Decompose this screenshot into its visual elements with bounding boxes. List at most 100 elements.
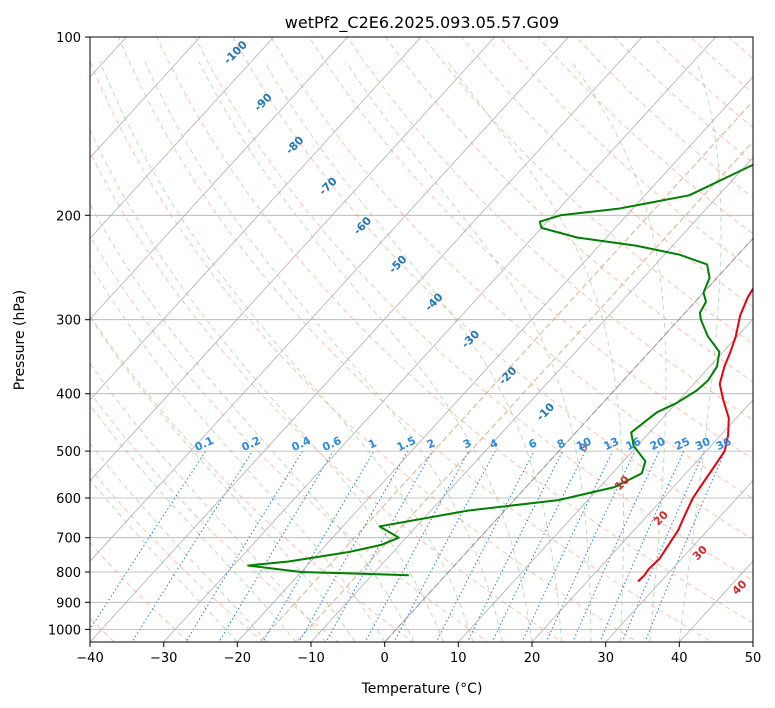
y-tick-label: 900 xyxy=(56,596,81,611)
x-tick-label: −20 xyxy=(224,651,251,666)
moist-adiabat-line xyxy=(571,61,667,642)
moist-adiabat-line xyxy=(263,61,562,642)
mixing-ratio-line xyxy=(262,450,375,642)
mixing-ratio-line xyxy=(644,450,726,642)
mixing-ratio-label: 10 xyxy=(574,435,594,453)
x-tick-label: 10 xyxy=(450,651,467,666)
skewed-isotherms xyxy=(90,37,753,642)
mixing-ratio-label: 20 xyxy=(648,435,668,453)
x-tick-label: −30 xyxy=(150,651,177,666)
mixing-ratio-line xyxy=(491,450,586,642)
dgz-isotherms xyxy=(258,100,753,642)
isotherm-line xyxy=(531,399,753,642)
dry-adiabat-line xyxy=(118,37,713,642)
dry-adiabat-line xyxy=(270,37,753,500)
isotherm-line xyxy=(90,37,422,401)
dry-adiabat-line xyxy=(346,37,753,421)
moist-adiabats xyxy=(90,61,722,642)
y-tick-label: 1000 xyxy=(48,623,81,638)
y-tick-label: 100 xyxy=(56,31,81,46)
x-tick-label: 40 xyxy=(671,651,688,666)
x-axis-label: Temperature (°C) xyxy=(361,681,483,697)
plot-area xyxy=(90,37,753,642)
dry-adiabat-line xyxy=(384,37,753,383)
mixing-ratio-line xyxy=(466,450,564,642)
dry-adiabat-line xyxy=(537,37,753,235)
mixing-ratio-line xyxy=(521,450,614,642)
isotherm-line xyxy=(90,37,275,239)
temperature-line xyxy=(637,286,753,583)
plot-content: -100-90-80-70-60-50-40-30-20-10010203040… xyxy=(90,37,753,642)
y-tick-label: 300 xyxy=(56,314,81,329)
zero-isotherm-line xyxy=(383,237,753,642)
mixing-ratio-line xyxy=(325,450,433,642)
y-tick-label: 400 xyxy=(56,388,81,403)
mixing-ratio-line xyxy=(545,450,636,642)
dry-adiabat-line xyxy=(90,151,564,642)
dry-adiabat-line xyxy=(90,467,265,642)
y-tick-label: 200 xyxy=(56,209,81,224)
dgz-line xyxy=(258,100,753,642)
dry-adiabat-line xyxy=(232,37,753,540)
isotherm-line xyxy=(90,37,348,320)
y-axis-label: Pressure (hPa) xyxy=(12,290,28,390)
x-axis-ticks: −40 −30 −20 −10 0 10 20 30 40 50 xyxy=(76,642,761,666)
isotherm-line xyxy=(236,76,753,642)
mixing-ratio-lines xyxy=(90,450,726,642)
mixing-ratio-line xyxy=(621,450,705,642)
isotherm-line xyxy=(605,479,753,642)
isotherm-line xyxy=(163,37,717,642)
moist-adiabat-line xyxy=(90,202,415,642)
y-tick-label: 800 xyxy=(56,566,81,581)
moist-adiabat-line xyxy=(90,128,445,642)
zero-isotherm xyxy=(383,237,753,642)
mixing-ratio-line xyxy=(218,450,334,642)
dry-adiabat-line xyxy=(308,37,753,460)
isotherm-line xyxy=(310,157,753,642)
isotherm-line xyxy=(90,37,643,642)
mixing-ratio-line xyxy=(364,450,470,642)
dry-adiabats xyxy=(90,37,753,642)
pressure-gridlines xyxy=(90,37,753,630)
y-tick-label: 500 xyxy=(56,445,81,460)
y-axis-ticks: 100 200 300 400 500 600 700 800 900 1000 xyxy=(48,31,90,638)
x-tick-label: −10 xyxy=(297,651,324,666)
isotherm-line xyxy=(90,37,569,562)
moist-adiabat-line xyxy=(144,61,503,642)
mixing-ratio-line xyxy=(90,450,207,631)
isotherm-line xyxy=(90,37,496,482)
mixing-ratio-label: 25 xyxy=(673,435,692,453)
y-tick-label: 700 xyxy=(56,532,81,547)
plot-frame xyxy=(89,36,754,643)
dry-adiabat-line xyxy=(575,37,753,199)
moist-adiabat-line xyxy=(90,442,268,642)
dewpoint-line xyxy=(247,163,753,577)
moist-adiabat-line xyxy=(90,478,238,642)
mixing-ratio-label: 16 xyxy=(624,435,644,453)
y-tick-label: 600 xyxy=(56,492,81,507)
dry-adiabat-line xyxy=(90,314,414,642)
dry-adiabat-line xyxy=(194,37,753,582)
mixing-ratio-line xyxy=(599,450,685,642)
moist-adiabat-line xyxy=(447,61,624,642)
chart-title: wetPf2_C2E6.2025.093.05.57.G09 xyxy=(285,13,559,33)
x-tick-label: 20 xyxy=(524,651,541,666)
mixing-ratio-label: 36 xyxy=(714,435,734,453)
dry-adiabat-line xyxy=(90,60,638,642)
profile-series xyxy=(247,163,753,583)
x-tick-label: 50 xyxy=(745,651,762,666)
moist-adiabat-line xyxy=(99,61,474,642)
moist-adiabat-line xyxy=(90,264,386,642)
dry-adiabat-line xyxy=(90,391,340,642)
mixing-ratio-line xyxy=(572,450,660,642)
mixing-ratio-label: 13 xyxy=(602,435,621,453)
moist-adiabat-line xyxy=(90,316,356,642)
x-tick-label: −40 xyxy=(76,651,103,666)
moist-adiabat-line xyxy=(345,61,592,642)
x-tick-label: 0 xyxy=(381,651,389,666)
x-tick-label: 30 xyxy=(597,651,614,666)
isotherm-line xyxy=(90,37,201,159)
dgz-line xyxy=(295,140,753,642)
mixing-ratio-label: 30 xyxy=(693,435,713,453)
